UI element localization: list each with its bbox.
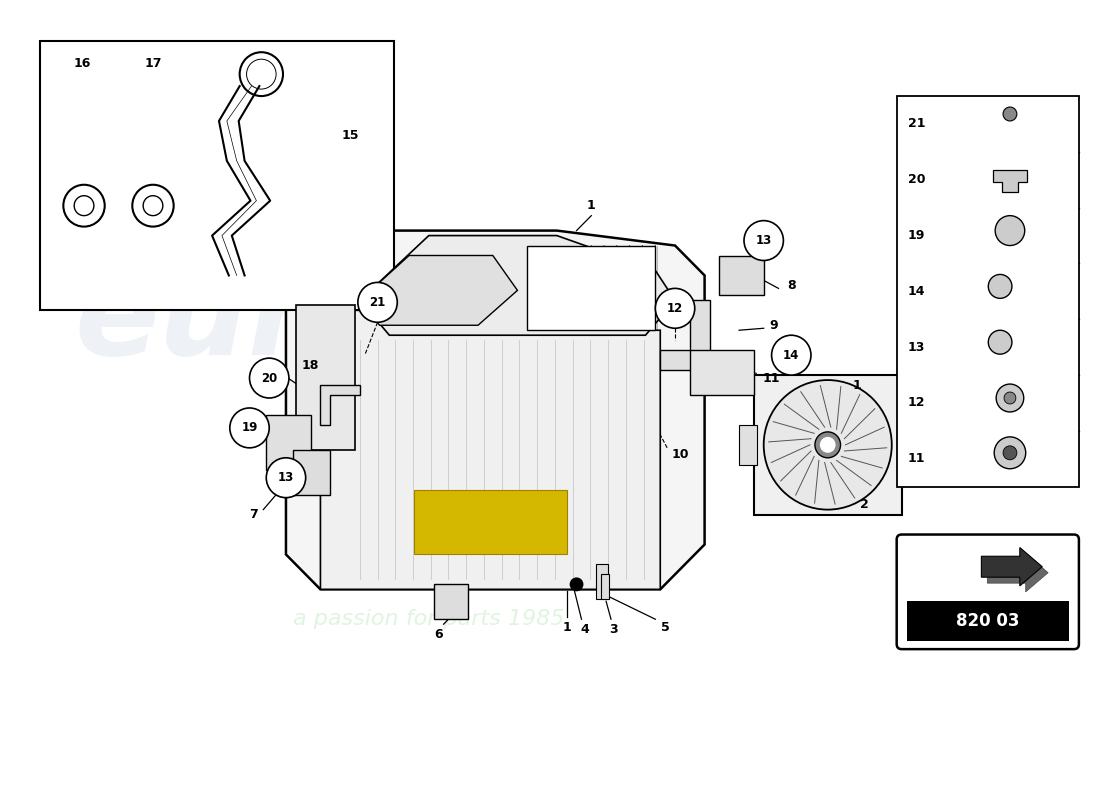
Circle shape [994,437,1025,469]
Text: 21: 21 [908,118,925,130]
Circle shape [1003,446,1016,460]
Polygon shape [320,310,660,590]
Circle shape [1004,392,1016,404]
Circle shape [230,408,270,448]
Text: 18: 18 [301,358,319,372]
Circle shape [570,578,583,591]
Circle shape [988,274,1012,298]
Text: 1: 1 [587,199,596,212]
Polygon shape [320,385,360,425]
Circle shape [771,335,811,375]
Text: 13: 13 [756,234,772,247]
Circle shape [250,358,289,398]
Bar [40,42,394,310]
FancyBboxPatch shape [896,534,1079,649]
Polygon shape [286,230,705,590]
Text: 16: 16 [74,57,90,70]
Circle shape [358,282,397,322]
Text: 6: 6 [434,628,443,641]
Text: 15: 15 [341,130,359,142]
Circle shape [744,221,783,261]
Text: 14: 14 [783,349,800,362]
Text: 5: 5 [661,621,670,634]
Bar [896,96,1079,486]
Text: 820 03: 820 03 [956,612,1020,630]
Bar [414,490,566,554]
Circle shape [996,216,1025,246]
Text: 11: 11 [762,371,780,385]
Text: 14: 14 [908,285,925,298]
Polygon shape [360,235,675,335]
Text: 11: 11 [908,452,925,466]
Polygon shape [293,450,330,494]
Bar [754,375,902,514]
Circle shape [997,384,1024,412]
Text: 19: 19 [241,422,257,434]
Polygon shape [981,547,1042,586]
Circle shape [988,330,1012,354]
Polygon shape [993,170,1026,192]
Polygon shape [360,255,517,326]
Circle shape [763,380,892,510]
Text: europes: europes [75,260,645,381]
Text: 1: 1 [852,378,861,391]
Polygon shape [296,306,355,450]
Circle shape [266,458,306,498]
Bar [527,246,656,330]
Circle shape [1003,107,1016,121]
Text: 7: 7 [249,508,257,521]
Polygon shape [660,300,710,370]
Text: 12: 12 [667,302,683,315]
Text: 20: 20 [908,174,925,186]
Text: 21: 21 [370,296,386,309]
Bar [690,350,754,395]
Polygon shape [719,255,763,295]
Text: 1: 1 [562,621,571,634]
Text: 3: 3 [609,622,618,636]
Text: 10: 10 [671,448,689,462]
Text: 19: 19 [908,229,925,242]
Text: 2: 2 [860,498,869,511]
Polygon shape [433,584,469,619]
Text: 12: 12 [908,397,925,410]
Text: 4: 4 [580,622,588,636]
Text: a passion for parts 1985: a passion for parts 1985 [293,610,564,630]
Text: 8: 8 [786,279,795,292]
Bar [739,425,757,465]
Text: 13: 13 [908,341,925,354]
Text: 9: 9 [769,318,778,332]
Bar [602,574,609,599]
Text: 17: 17 [144,57,162,70]
Circle shape [820,437,836,453]
Bar [596,565,608,599]
Text: 20: 20 [261,371,277,385]
Polygon shape [988,554,1048,592]
Circle shape [656,288,695,328]
Bar [266,415,310,470]
Bar [906,602,1069,641]
Text: 13: 13 [278,471,294,484]
Circle shape [815,432,840,458]
